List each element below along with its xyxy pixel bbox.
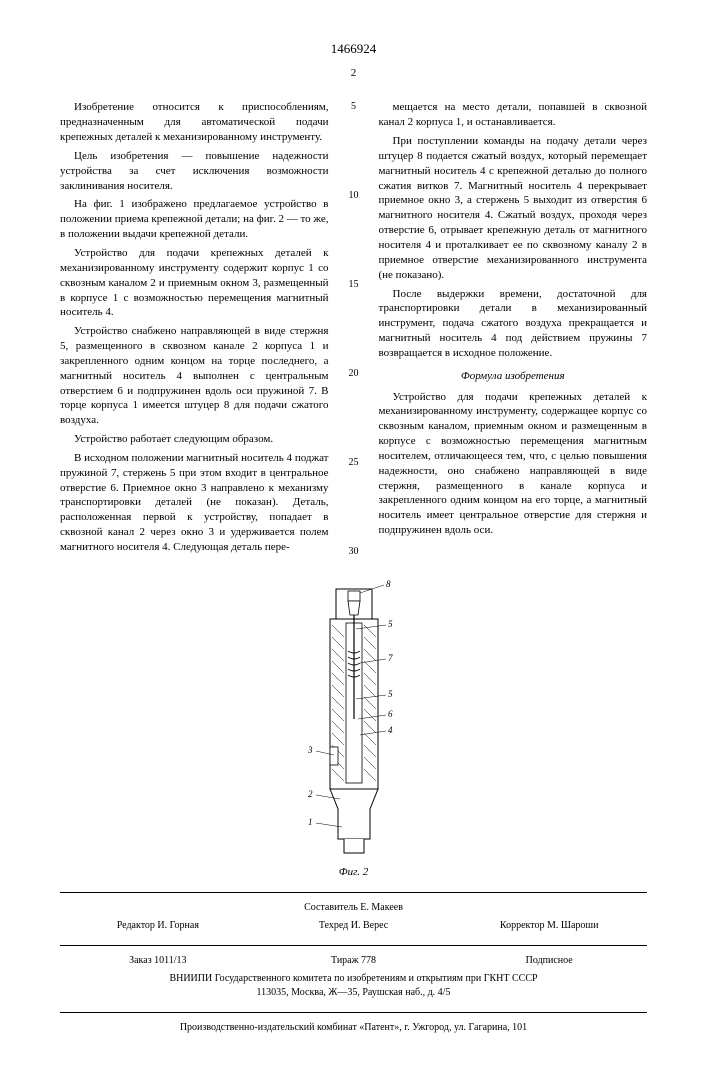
fig-label: 6 — [388, 709, 393, 719]
fig-label: 5 — [388, 689, 393, 699]
figure-2: 8 5 7 5 6 4 3 2 1 Фиг. 2 — [60, 579, 647, 880]
paragraph: При поступлении команды на подачу детали… — [379, 134, 648, 282]
fig-label: 7 — [388, 653, 393, 663]
fig-label: 2 — [308, 789, 313, 799]
paragraph: На фиг. 1 изображено предлагаемое устрой… — [60, 197, 329, 242]
fig-label: 1 — [308, 817, 313, 827]
line-number: 25 — [347, 456, 361, 470]
text-columns: Изобретение относится к приспособлениям,… — [60, 100, 647, 558]
order-number: Заказ 1011/13 — [60, 954, 256, 968]
compiler: Составитель Е. Макеев — [60, 901, 647, 915]
line-number: 10 — [347, 189, 361, 203]
line-number: 5 — [347, 100, 361, 114]
fig-label: 5 — [388, 619, 393, 629]
fig-label: 3 — [307, 745, 313, 755]
page-number: 2 — [60, 66, 647, 81]
formula-title: Формула изобретения — [379, 369, 648, 384]
paragraph: Устройство снабжено направляющей в виде … — [60, 324, 329, 428]
separator — [60, 1012, 647, 1013]
document-number: 1466924 — [60, 40, 647, 58]
left-column: Изобретение относится к приспособлениям,… — [60, 100, 329, 558]
credits-block: Составитель Е. Макеев Редактор И. Горная… — [60, 901, 647, 1035]
circulation: Тираж 778 — [256, 954, 452, 968]
line-numbers: 5 10 15 20 25 30 — [347, 100, 361, 558]
fig-label: 4 — [388, 725, 393, 735]
editor: Редактор И. Горная — [60, 919, 256, 933]
corrector: Корректор М. Шароши — [451, 919, 647, 933]
paragraph: мещается на место детали, попавшей в скв… — [379, 100, 648, 130]
line-number: 30 — [347, 545, 361, 559]
paragraph: Устройство работает следующим образом. — [60, 432, 329, 447]
line-number: 15 — [347, 278, 361, 292]
subscription: Подписное — [451, 954, 647, 968]
paragraph: После выдержки времени, достаточной для … — [379, 287, 648, 361]
organization: ВНИИПИ Государственного комитета по изоб… — [60, 972, 647, 986]
separator — [60, 892, 647, 893]
paragraph: Устройство для подачи крепежных деталей … — [379, 390, 648, 538]
address: 113035, Москва, Ж—35, Раушская наб., д. … — [60, 986, 647, 1000]
paragraph: Устройство для подачи крепежных деталей … — [60, 246, 329, 320]
tech-editor: Техред И. Верес — [256, 919, 452, 933]
figure-svg: 8 5 7 5 6 4 3 2 1 — [294, 579, 414, 859]
line-number: 20 — [347, 367, 361, 381]
credits-row: Редактор И. Горная Техред И. Верес Корре… — [60, 919, 647, 933]
fig-label: 8 — [386, 579, 391, 589]
paragraph: В исходном положении магнитный носитель … — [60, 451, 329, 555]
credits-row: Заказ 1011/13 Тираж 778 Подписное — [60, 954, 647, 968]
paragraph: Цель изобретения — повышение надежности … — [60, 149, 329, 194]
right-column: мещается на место детали, попавшей в скв… — [379, 100, 648, 558]
paragraph: Изобретение относится к приспособлениям,… — [60, 100, 329, 145]
figure-caption: Фиг. 2 — [60, 865, 647, 880]
publisher: Производственно-издательский комбинат «П… — [60, 1021, 647, 1035]
separator — [60, 945, 647, 946]
